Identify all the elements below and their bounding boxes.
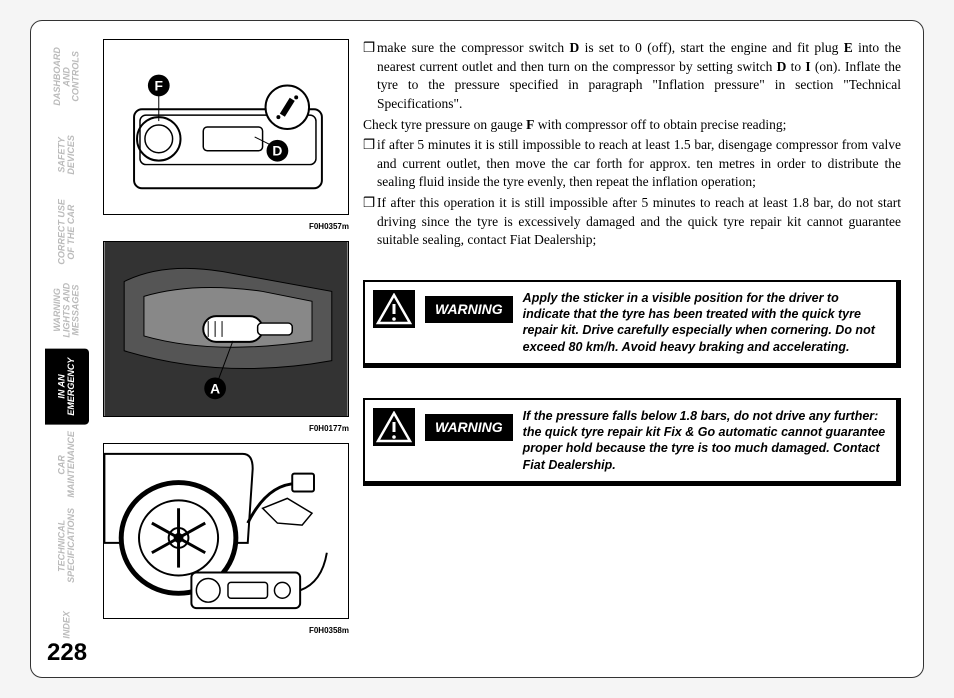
tab-emergency[interactable]: IN ANEMERGENCY bbox=[45, 349, 89, 425]
content: F D F0H0357m bbox=[89, 39, 901, 663]
bullet-1: ❒ make sure the compressor switch D is s… bbox=[363, 39, 901, 114]
tab-dashboard[interactable]: DASHBOARDAND CONTROLS bbox=[45, 39, 89, 115]
warning-triangle-icon bbox=[373, 290, 415, 328]
bullet-marker: ❒ bbox=[363, 136, 377, 192]
figure-3 bbox=[103, 443, 349, 619]
figures-column: F D F0H0357m bbox=[103, 39, 349, 663]
figure-3-svg bbox=[104, 444, 348, 618]
svg-text:D: D bbox=[272, 143, 282, 159]
sidebar-tabs: DASHBOARDAND CONTROLS SAFETYDEVICES CORR… bbox=[45, 39, 89, 663]
figure-3-caption: F0H0358m bbox=[103, 626, 349, 635]
figure-2-svg: A bbox=[104, 242, 348, 416]
page-number: 228 bbox=[47, 639, 87, 667]
tab-maintenance[interactable]: CARMAINTENANCE bbox=[45, 427, 89, 503]
figure-1: F D bbox=[103, 39, 349, 215]
figure-1-caption: F0H0357m bbox=[103, 222, 349, 231]
paragraph-check: Check tyre pressure on gauge F with comp… bbox=[363, 116, 901, 135]
figure-2-caption: F0H0177m bbox=[103, 424, 349, 433]
page: DASHBOARDAND CONTROLS SAFETYDEVICES CORR… bbox=[30, 20, 924, 678]
warning-text-2: If the pressure falls below 1.8 bars, do… bbox=[523, 408, 886, 473]
warning-triangle-icon bbox=[373, 408, 415, 446]
warning-box-2: WARNING If the pressure falls below 1.8 … bbox=[363, 398, 901, 486]
warning-label-2: WARNING bbox=[425, 414, 513, 441]
bullet-3-text: If after this operation it is still impo… bbox=[377, 194, 901, 250]
warning-text-1: Apply the sticker in a visible position … bbox=[523, 290, 886, 355]
bullet-1-text: make sure the compressor switch D is set… bbox=[377, 39, 901, 114]
tab-technical[interactable]: TECHNICALSPECIFICATIONS bbox=[45, 505, 89, 586]
text-column: ❒ make sure the compressor switch D is s… bbox=[363, 39, 901, 663]
warning-box-1: WARNING Apply the sticker in a visible p… bbox=[363, 280, 901, 368]
bullet-marker: ❒ bbox=[363, 194, 377, 250]
bullet-2: ❒ if after 5 minutes it is still impossi… bbox=[363, 136, 901, 192]
svg-text:F: F bbox=[155, 77, 163, 93]
tab-safety[interactable]: SAFETYDEVICES bbox=[45, 117, 89, 193]
tab-warning-lights[interactable]: WARNINGLIGHTS ANDMESSAGES bbox=[45, 272, 89, 348]
bullet-3: ❒ If after this operation it is still im… bbox=[363, 194, 901, 250]
bullet-marker: ❒ bbox=[363, 39, 377, 114]
tab-correct-use[interactable]: CORRECT USEOF THE CAR bbox=[45, 194, 89, 270]
bullet-2-text: if after 5 minutes it is still impossibl… bbox=[377, 136, 901, 192]
figure-2: A bbox=[103, 241, 349, 417]
warning-label-1: WARNING bbox=[425, 296, 513, 323]
svg-text:A: A bbox=[210, 380, 220, 396]
figure-1-svg: F D bbox=[104, 40, 348, 214]
